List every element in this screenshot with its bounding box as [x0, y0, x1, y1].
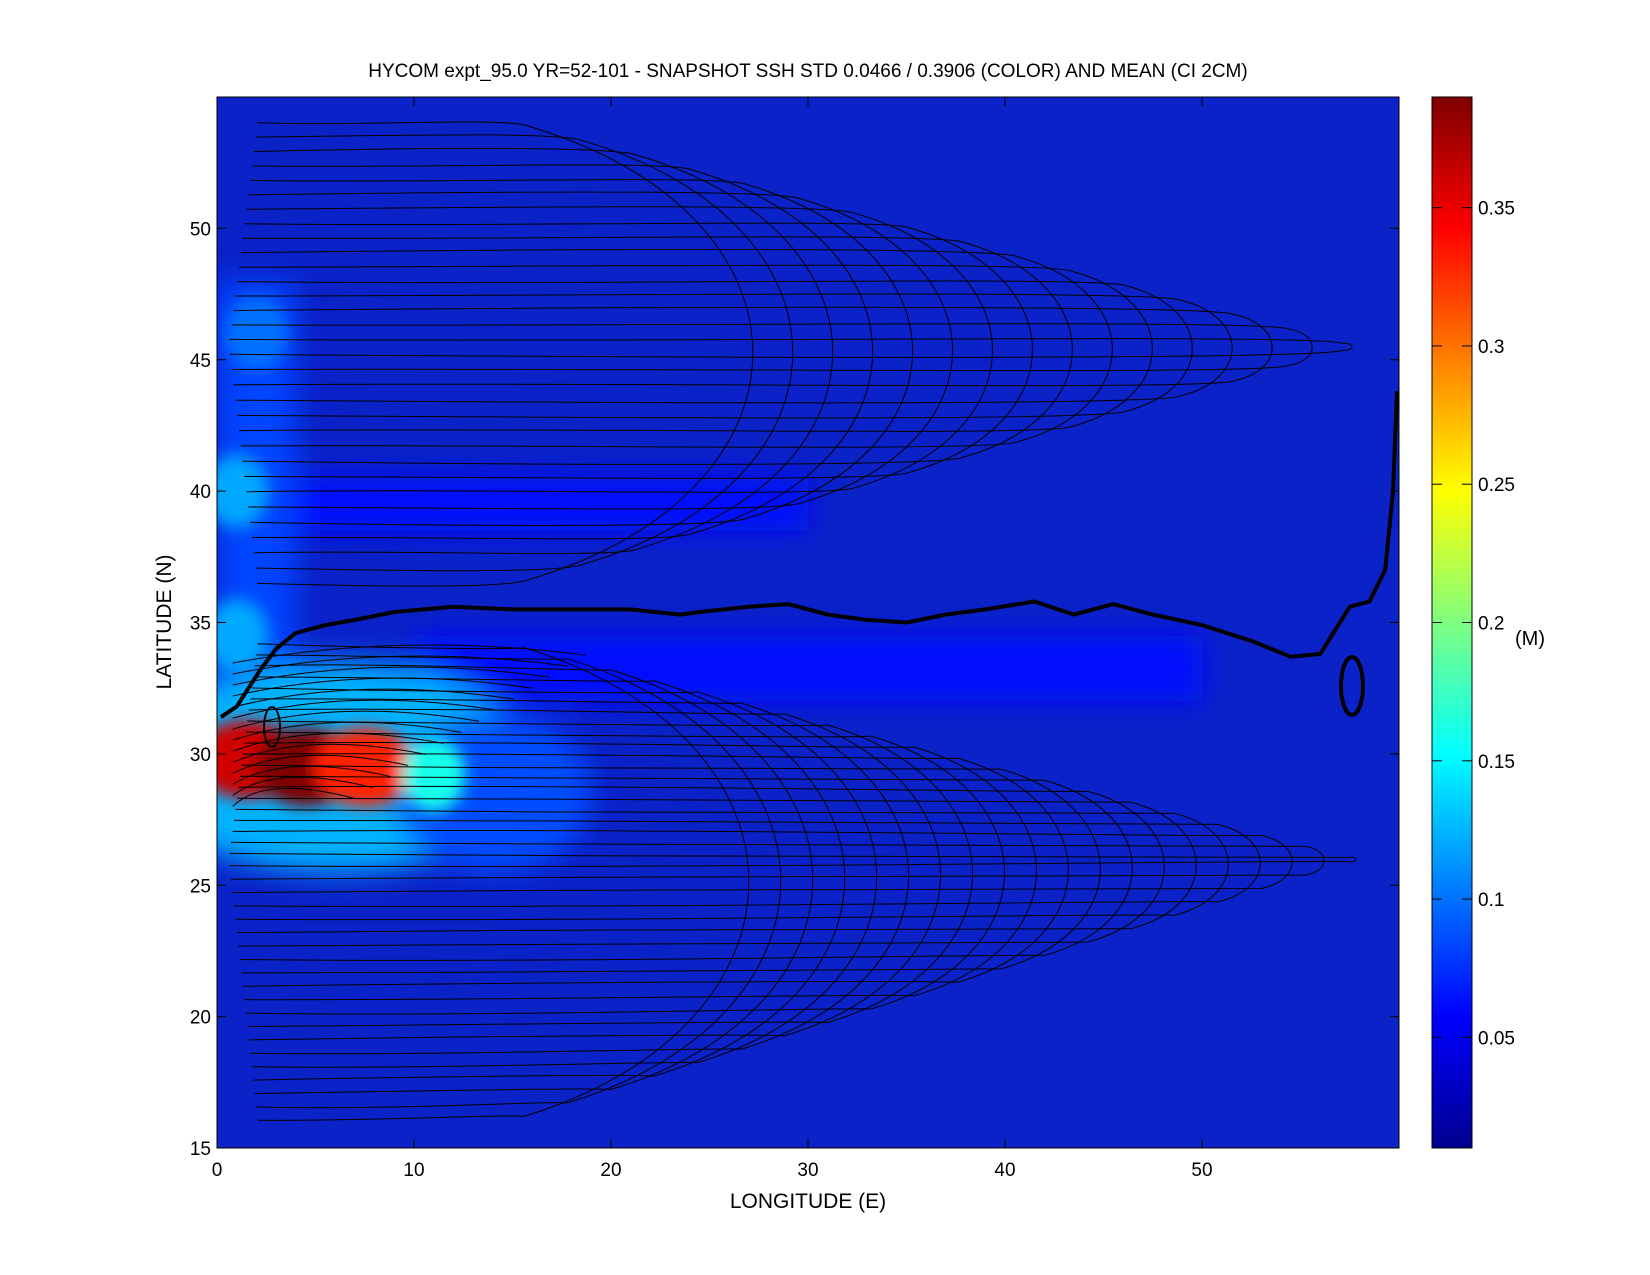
subtropical-contour-3 — [233, 819, 1261, 907]
subpolar-contour-10 — [248, 191, 953, 510]
y-tick-label-35: 35 — [190, 614, 211, 635]
subtropical-contour-6 — [238, 785, 1165, 947]
x-tick-label-40: 40 — [994, 1160, 1015, 1181]
y-tick-label-40: 40 — [190, 482, 211, 503]
subpolar-contour-0 — [229, 338, 1353, 358]
colorbar-tick-label-0.1: 0.1 — [1478, 890, 1504, 911]
subpolar-contour-1 — [231, 323, 1313, 372]
jet-band-north — [295, 477, 808, 531]
wbc-contour-7 — [232, 710, 480, 730]
subtropical-contour-9 — [242, 753, 1069, 987]
wbc-contour-11 — [232, 666, 550, 686]
chart-title: HYCOM expt_95.0 YR=52-101 - SNAPSHOT SSH… — [368, 61, 1247, 82]
subpolar-contour-13 — [253, 147, 834, 555]
wbc-contour-13 — [232, 644, 586, 664]
colorbar-tick-label-0.3: 0.3 — [1478, 337, 1504, 358]
subtropical-contour-11 — [245, 731, 1005, 1015]
wbc-contour-2 — [232, 765, 391, 785]
wbc-contour-12 — [232, 655, 568, 675]
subtropical-contour-14 — [250, 698, 909, 1055]
x-tick-label-50: 50 — [1191, 1160, 1212, 1181]
eddy-contour — [1339, 655, 1365, 717]
background-field — [217, 97, 1399, 1148]
x-tick-label-10: 10 — [403, 1160, 424, 1181]
subtropical-contour-16 — [253, 676, 846, 1081]
plot-area — [217, 97, 1399, 1148]
mean-contours — [229, 121, 1357, 1121]
colorbar-tick-label-0.15: 0.15 — [1478, 752, 1515, 773]
std-hotspot-6 — [217, 598, 269, 673]
subpolar-contour-8 — [244, 222, 1033, 479]
subpolar-contour-2 — [233, 306, 1273, 387]
colorbar-unit: (M) — [1515, 628, 1545, 650]
colorbar-tick-label-0.2: 0.2 — [1478, 614, 1504, 635]
y-tick-label-20: 20 — [190, 1008, 211, 1029]
y-axis-label: LATITUDE (N) — [153, 555, 176, 690]
wbc-contour-6 — [232, 721, 462, 741]
wbc-contour-0 — [232, 787, 356, 807]
x-tick-label-30: 30 — [797, 1160, 818, 1181]
colorbar-tick-label-0.35: 0.35 — [1478, 199, 1515, 220]
colorbar-tick-label-0.25: 0.25 — [1478, 475, 1515, 496]
subtropical-contour-15 — [251, 687, 877, 1068]
y-tick-label-30: 30 — [190, 745, 211, 766]
wbc-contour-1 — [232, 776, 373, 796]
subpolar-contour-6 — [240, 248, 1113, 448]
wbc-contour-8 — [232, 699, 497, 719]
x-tick-label-0: 0 — [212, 1160, 223, 1181]
wbc-contour-9 — [232, 688, 515, 708]
zero-contour — [219, 391, 1399, 719]
subtropical-contour-7 — [239, 775, 1133, 961]
subpolar-contour-11 — [250, 179, 914, 526]
wbc-contour-4 — [232, 743, 426, 763]
y-tick-label-15: 15 — [190, 1139, 211, 1160]
subpolar-contour-5 — [238, 264, 1153, 432]
y-tick-label-25: 25 — [190, 876, 211, 897]
subtropical-contour-1 — [231, 841, 1325, 880]
y-axis: 15 20 25 30 35 40 45 50 — [190, 219, 1399, 1160]
colorbar: 0.05 0.1 0.15 0.2 0.25 0.3 0.35 (M) — [1431, 96, 1545, 1149]
subpolar-contour-7 — [242, 236, 1073, 465]
wbc-contour-10 — [232, 677, 533, 697]
subtropical-contour-19 — [257, 643, 750, 1121]
std-hotspot-4 — [217, 454, 269, 528]
subtropical-contour-12 — [247, 720, 973, 1027]
subtropical-contour-10 — [244, 741, 1037, 1001]
wbc-contour-3 — [232, 754, 409, 774]
std-hotspot-3 — [402, 738, 466, 812]
subpolar-contour-14 — [255, 134, 793, 572]
x-axis: 0 10 20 30 40 50 — [212, 97, 1213, 1181]
subpolar-contour-15 — [257, 121, 754, 587]
x-tick-label-20: 20 — [600, 1160, 621, 1181]
subpolar-contour-4 — [237, 280, 1193, 419]
wbc-contour-5 — [232, 732, 444, 752]
colorbar-tick-label-0.05: 0.05 — [1478, 1028, 1515, 1049]
subpolar-contour-12 — [251, 164, 873, 540]
y-tick-label-50: 50 — [190, 219, 211, 240]
std-hotspot-5 — [224, 296, 288, 371]
subpolar-contour-9 — [246, 206, 993, 493]
subtropical-contour-17 — [254, 664, 813, 1094]
eddy-contour-small — [263, 706, 281, 748]
subtropical-contour-13 — [248, 708, 942, 1041]
x-axis-label: LONGITUDE (E) — [730, 1190, 886, 1213]
y-tick-label-45: 45 — [190, 351, 211, 372]
colorbar-ticks: 0.05 0.1 0.15 0.2 0.25 0.3 0.35 — [1432, 199, 1515, 1049]
